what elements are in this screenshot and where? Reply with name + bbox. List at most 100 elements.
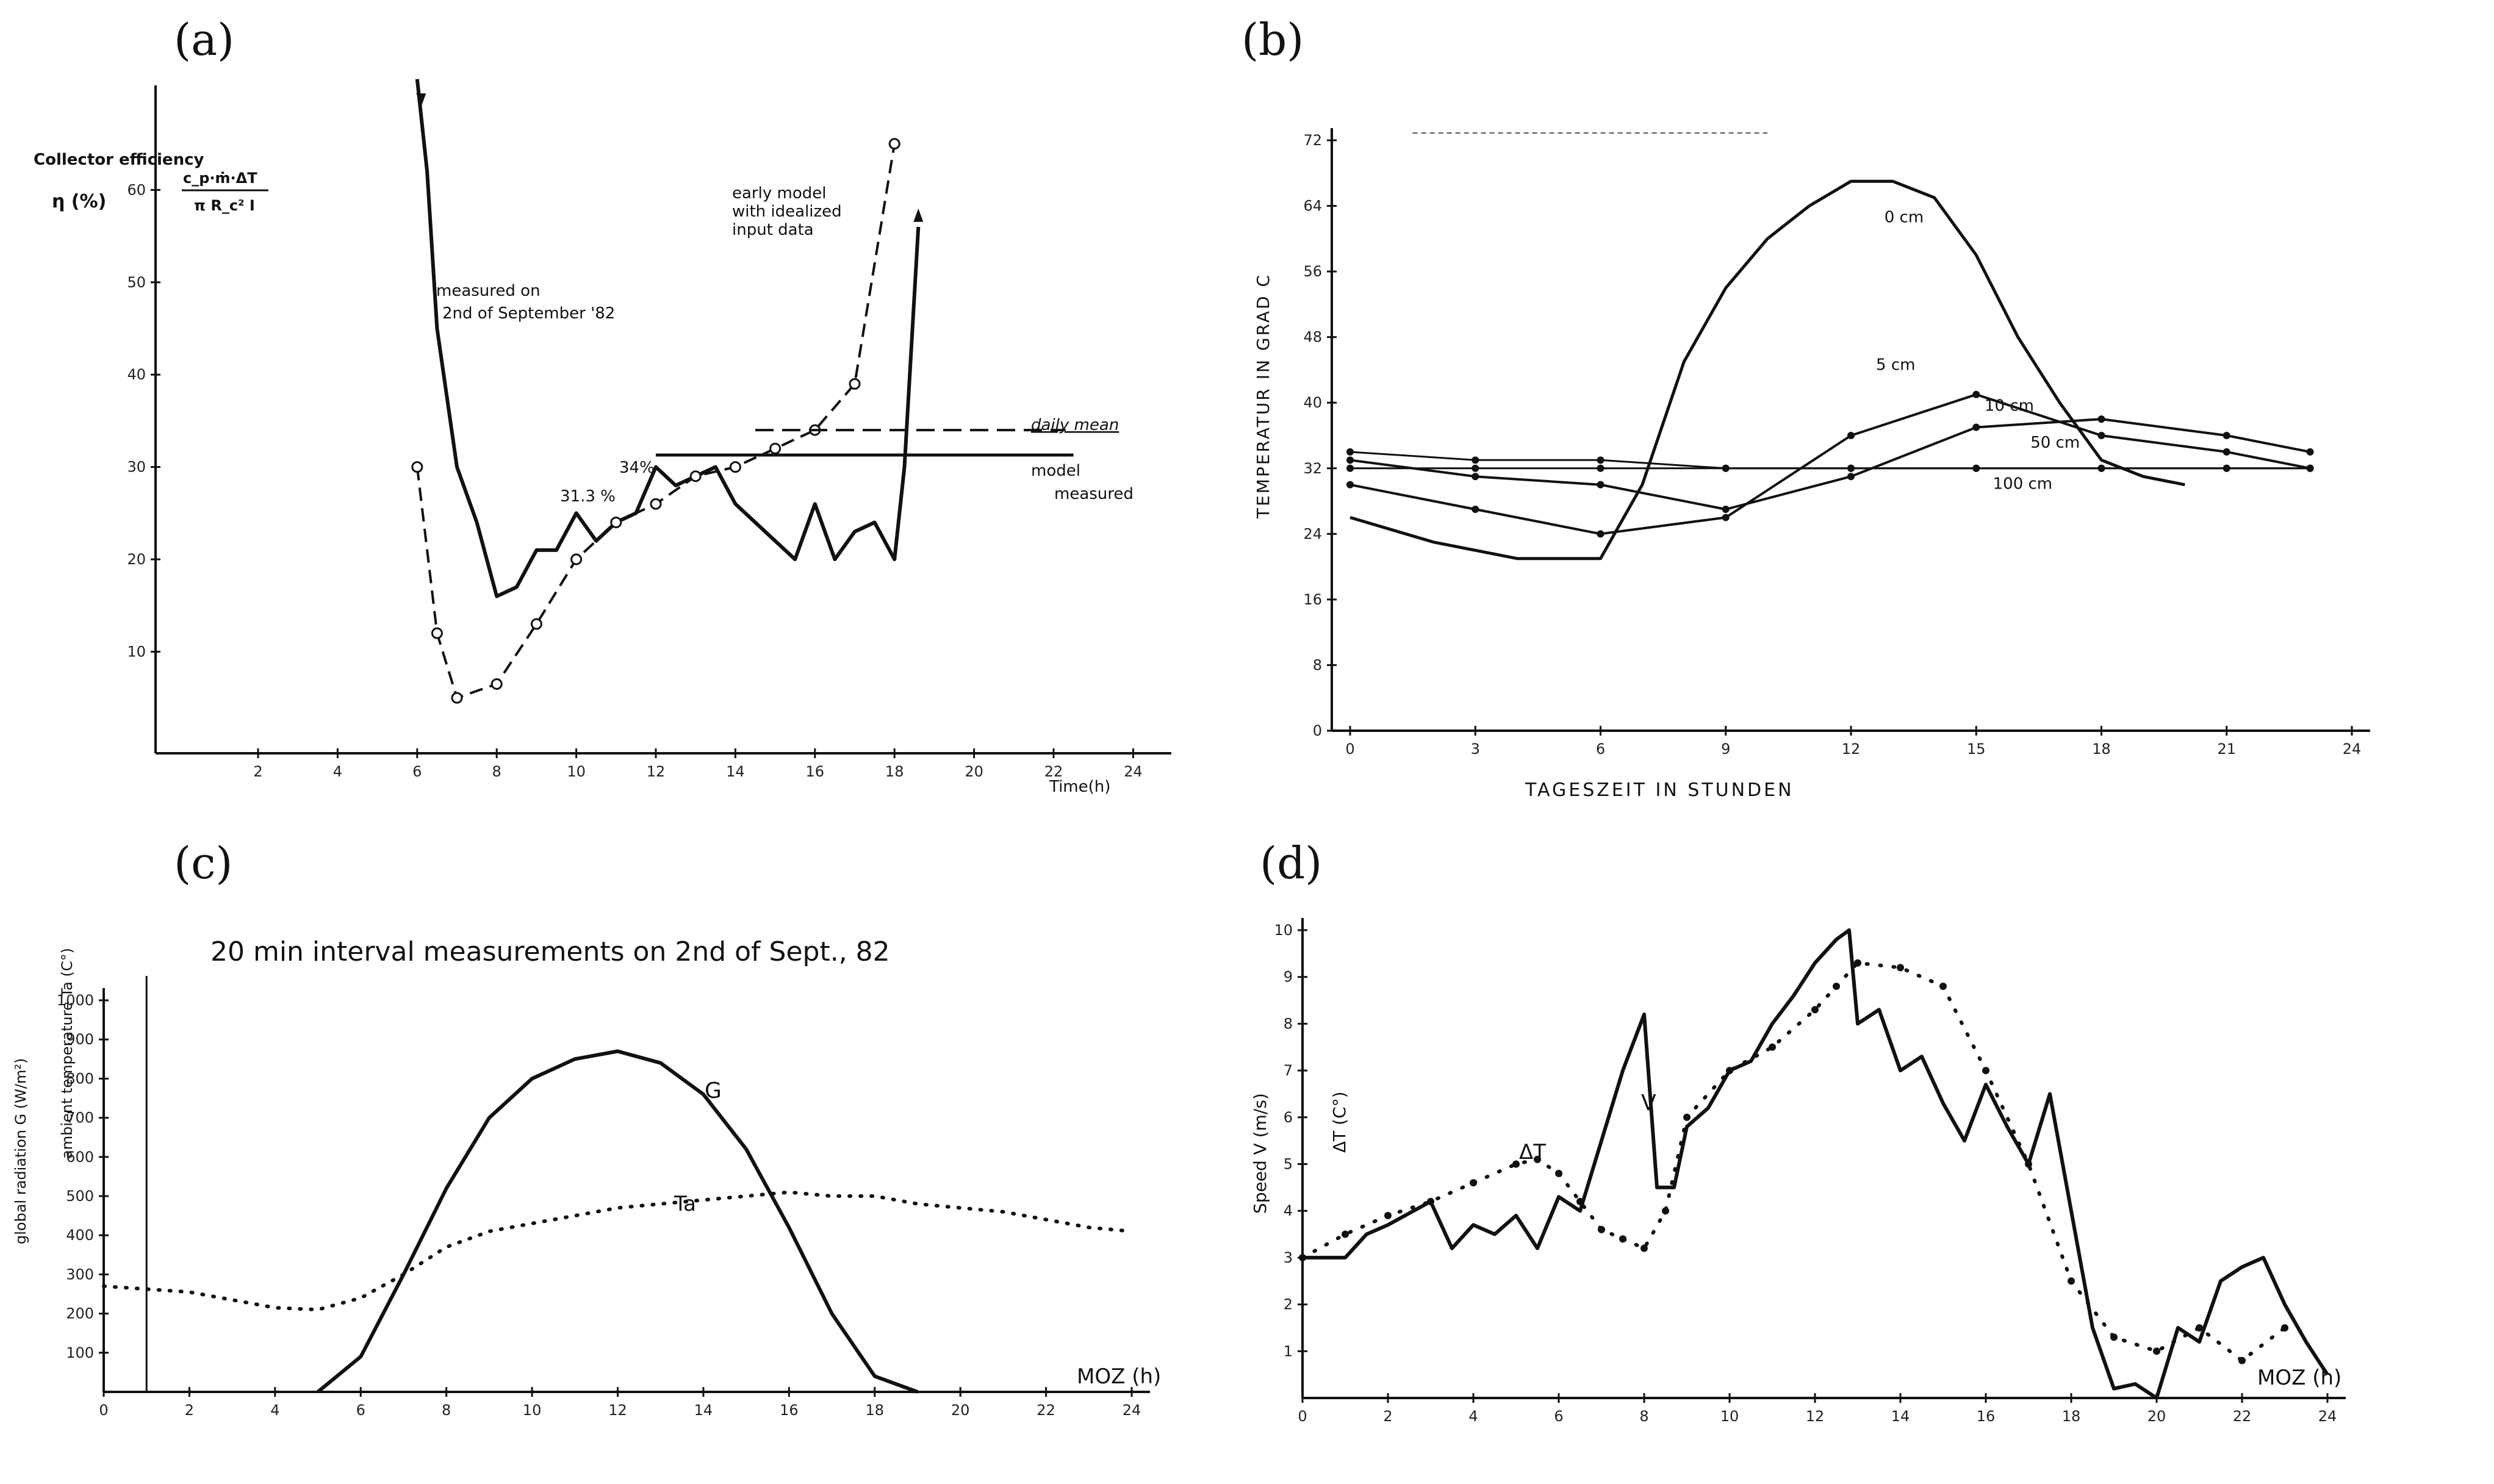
b-point — [2097, 432, 2105, 439]
a-model-note-3: input data — [732, 221, 814, 239]
a-measured-note-1: measured on — [436, 282, 541, 300]
c-x-tick-label: 4 — [270, 1402, 279, 1419]
c-x-tick-label: 12 — [608, 1402, 627, 1419]
d-x-tick-label: 14 — [1891, 1408, 1910, 1425]
c-ylabel-right: ambient temperature Ta (C°) — [59, 948, 76, 1159]
a-y-tick-label: 60 — [127, 181, 146, 198]
b-x-tick-label: 24 — [2343, 740, 2362, 758]
c-y-tick-label: 1000 — [57, 992, 94, 1009]
a-model-point — [849, 378, 861, 390]
a-measured-note-2: 2nd of September '82 — [442, 304, 615, 323]
d-label-dt: ΔT — [1519, 1140, 1546, 1164]
d-x-tick-label: 16 — [1977, 1408, 1996, 1425]
b-point — [2306, 448, 2314, 456]
b-point — [1847, 432, 1855, 439]
a-model-note-1: early model — [732, 184, 826, 203]
d-series-dT-point — [1342, 1230, 1349, 1238]
d-y-tick-label: 9 — [1284, 969, 1293, 986]
a-model-point — [888, 138, 900, 150]
d-series-V — [1303, 928, 2329, 1400]
b-point — [1597, 481, 1605, 489]
a-formula-bottom: π R_c² I — [194, 197, 255, 214]
b-y-tick-label: 24 — [1303, 525, 1322, 542]
b-y-tick-label: 8 — [1313, 656, 1322, 673]
b-point — [1472, 473, 1479, 481]
d-x-tick-label: 22 — [2233, 1408, 2252, 1425]
c-y-tick-label: 400 — [66, 1227, 94, 1244]
a-ylabel-symbol: η (%) — [52, 191, 106, 212]
c-y-tick-label: 300 — [66, 1266, 94, 1283]
c-title: 20 min interval measurements on 2nd of S… — [210, 936, 890, 967]
c-y-tick-label: 800 — [66, 1070, 94, 1087]
c-y-tick-label: 500 — [66, 1188, 94, 1205]
a-series-measured — [415, 79, 921, 598]
d-x-tick-label: 12 — [1806, 1408, 1825, 1425]
d-x-tick-label: 20 — [2147, 1408, 2166, 1425]
b-y-tick-label: 32 — [1303, 460, 1322, 477]
b-label-5cm: 5 cm — [1876, 356, 1915, 374]
b-series-5cm — [1349, 393, 2310, 536]
d-x-tick-label: 0 — [1298, 1408, 1307, 1425]
b-point — [1346, 481, 1354, 489]
a-model-point — [411, 461, 423, 473]
d-series-dT-point — [1811, 1006, 1819, 1014]
c-y-tick-label: 900 — [66, 1031, 94, 1048]
c-y-tick-label: 200 — [66, 1305, 94, 1322]
c-y-tick-label: 100 — [66, 1344, 94, 1361]
a-x-tick-label: 10 — [567, 763, 586, 780]
d-y-tick-label: 3 — [1284, 1249, 1293, 1266]
d-series-dT-point — [1897, 964, 1904, 972]
a-y-tick-label: 10 — [127, 643, 146, 660]
d-y-tick-label: 6 — [1284, 1109, 1293, 1126]
b-y-tick-label: 64 — [1303, 198, 1322, 215]
c-x-tick-label: 24 — [1123, 1402, 1141, 1419]
b-point — [1847, 473, 1855, 481]
b-point — [1472, 506, 1479, 513]
b-label-50cm: 50 cm — [2030, 434, 2080, 452]
d-xlabel: MOZ (h) — [2257, 1366, 2341, 1390]
d-series-dT — [1301, 961, 2287, 1363]
b-xlabel: TAGESZEIT IN STUNDEN — [1525, 780, 1794, 801]
a-arrow-start — [416, 93, 426, 107]
a-x-tick-label: 14 — [726, 763, 745, 780]
c-y-tick-label: 700 — [66, 1109, 94, 1127]
panel-d-text: Speed V (m/s) ΔT (C°) MOZ (h) V ΔT — [1250, 1091, 2341, 1390]
a-arrow-end — [913, 208, 924, 222]
c-x-tick-label: 20 — [951, 1402, 970, 1419]
panel-a-label: (a) — [174, 14, 234, 65]
a-model-point — [431, 627, 443, 639]
d-x-tick-label: 2 — [1383, 1408, 1392, 1425]
b-y-tick-label: 0 — [1313, 722, 1322, 739]
b-point — [2223, 464, 2230, 472]
c-x-tick-label: 0 — [99, 1402, 108, 1419]
b-point — [1972, 464, 1980, 472]
b-point — [1472, 456, 1479, 464]
b-x-tick-label: 18 — [2092, 740, 2111, 758]
a-model-point — [769, 442, 782, 454]
a-measured-line-label: measured — [1054, 485, 1134, 503]
d-series-dT-point — [1512, 1160, 1520, 1168]
b-series-10cm — [1349, 418, 2310, 511]
b-x-tick-label: 21 — [2217, 740, 2236, 758]
a-model-point — [689, 470, 702, 482]
a-x-tick-label: 12 — [647, 763, 666, 780]
c-series-Ta — [102, 1190, 1134, 1312]
d-series-dT-point — [1641, 1244, 1648, 1252]
panel-c-text: 20 min interval measurements on 2nd of S… — [12, 936, 1161, 1389]
a-x-tick-label: 20 — [965, 763, 983, 780]
b-point — [2097, 415, 2105, 423]
b-point — [2223, 448, 2230, 456]
a-formula-top: c_p·ṁ·ΔT — [183, 170, 257, 187]
b-point — [1972, 423, 1980, 431]
b-x-tick-label: 9 — [1721, 740, 1730, 758]
c-x-tick-label: 6 — [356, 1402, 365, 1419]
a-x-tick-label: 8 — [492, 763, 501, 780]
a-y-tick-label: 20 — [127, 551, 146, 568]
a-model-mean-value: 34% — [619, 459, 655, 477]
d-series-dT-point — [2025, 1160, 2032, 1168]
c-x-tick-label: 8 — [442, 1402, 451, 1419]
a-xlabel: Time(h) — [1049, 778, 1110, 796]
a-y-tick-label: 30 — [127, 459, 146, 476]
b-point — [1722, 506, 1730, 513]
